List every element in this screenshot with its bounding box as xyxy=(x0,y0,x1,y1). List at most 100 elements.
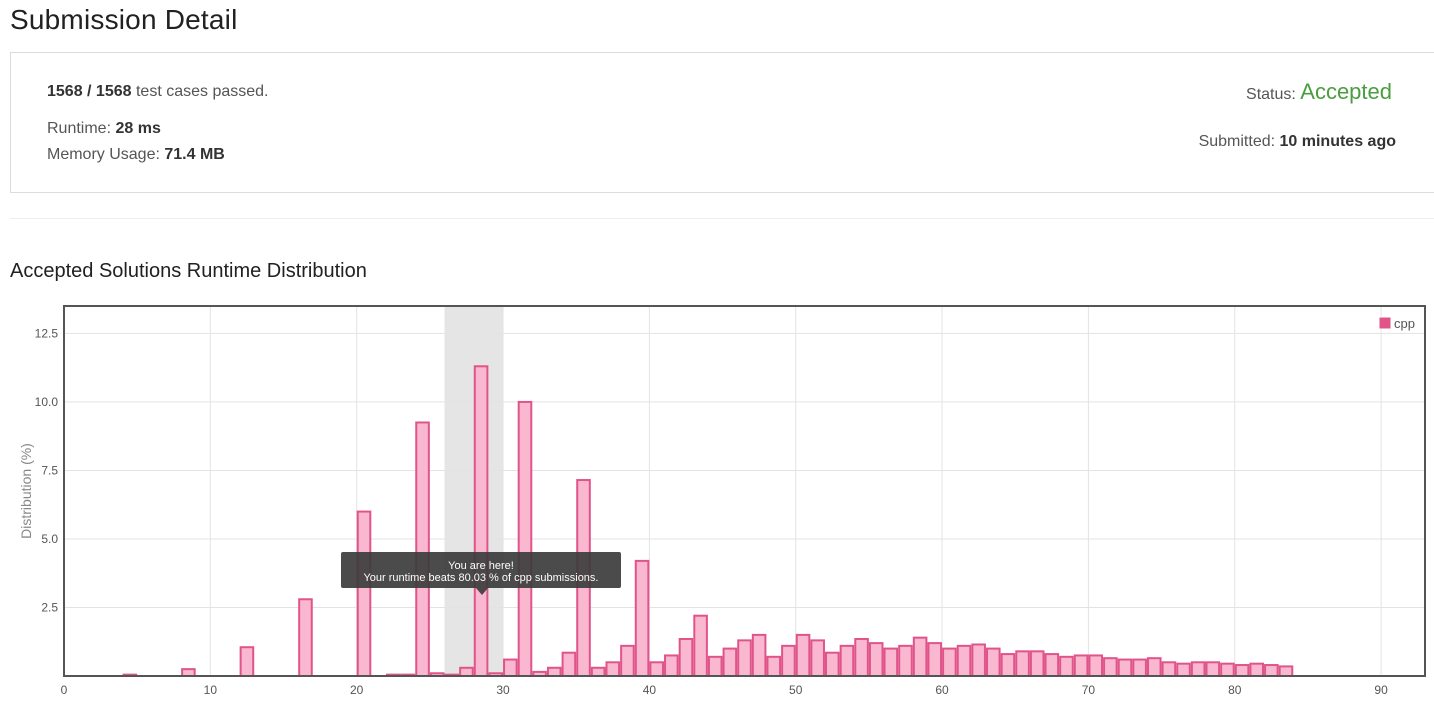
submitted-label: Submitted: xyxy=(1198,133,1280,150)
histogram-bar[interactable] xyxy=(590,666,606,677)
x-tick-label: 50 xyxy=(789,683,803,697)
histogram-bar[interactable] xyxy=(678,638,694,677)
histogram-bar[interactable] xyxy=(356,510,372,677)
histogram-bar[interactable] xyxy=(839,644,855,677)
status-row: Status: Accepted xyxy=(1246,79,1392,105)
histogram-bar[interactable] xyxy=(825,651,840,678)
histogram-bar[interactable] xyxy=(1220,662,1235,677)
histogram-bar[interactable] xyxy=(517,400,533,677)
legend-swatch xyxy=(1378,316,1392,330)
histogram-bar[interactable] xyxy=(1161,661,1177,677)
histogram-bar[interactable] xyxy=(503,658,518,677)
histogram-bar[interactable] xyxy=(1249,662,1264,677)
submitted-value: 10 minutes ago xyxy=(1279,133,1396,150)
histogram-bar[interactable] xyxy=(239,646,255,678)
runtime-distribution-chart[interactable]: 0 10 20 30 40 50 60 70 80 90 2.5 5.0 7.5 10.0 12.5 Dist… xyxy=(0,296,1434,708)
histogram-bar[interactable] xyxy=(781,644,796,677)
histogram-bar[interactable] xyxy=(561,651,577,678)
x-tick-label: 90 xyxy=(1374,683,1388,697)
histogram-bar[interactable] xyxy=(1132,658,1147,677)
x-tick-label: 30 xyxy=(496,683,510,697)
histogram-bar[interactable] xyxy=(620,644,635,677)
plot-frame xyxy=(63,305,1426,677)
histogram-bar[interactable] xyxy=(459,666,474,677)
histogram-bar[interactable] xyxy=(1176,662,1191,677)
legend-label[interactable]: cpp xyxy=(1394,316,1415,331)
runtime-tooltip: You are here! Your runtime beats 80.03 %… xyxy=(341,552,621,588)
tooltip-pointer-icon xyxy=(476,588,488,595)
histogram-bar[interactable] xyxy=(985,647,1001,677)
test-cases-count: 1568 / 1568 xyxy=(47,83,132,100)
memory-label: Memory Usage: xyxy=(47,146,165,163)
test-cases-line: 1568 / 1568 test cases passed. xyxy=(47,83,269,101)
histogram-bar[interactable] xyxy=(1015,650,1030,678)
submission-summary: 1568 / 1568 test cases passed. Runtime: … xyxy=(10,52,1434,193)
status-label: Status: xyxy=(1246,86,1301,103)
y-tick-label: 10.0 xyxy=(35,395,59,409)
submitted-row: Submitted: 10 minutes ago xyxy=(1199,133,1396,151)
tooltip-line-2: Your runtime beats 80.03 % of cpp submis… xyxy=(363,572,599,584)
memory-value: 71.4 MB xyxy=(164,146,225,163)
x-tick-label: 60 xyxy=(935,683,949,697)
histogram-bar[interactable] xyxy=(605,661,621,677)
histogram-bar[interactable] xyxy=(693,614,708,677)
histogram-bar[interactable] xyxy=(1103,657,1118,677)
runtime-value: 28 ms xyxy=(115,120,161,137)
histogram-bar[interactable] xyxy=(298,598,313,677)
histogram-bar[interactable] xyxy=(722,647,738,677)
histogram-bar[interactable] xyxy=(649,661,664,677)
y-tick-label: 12.5 xyxy=(35,326,59,340)
histogram-bar[interactable] xyxy=(1073,654,1089,678)
runtime-label: Runtime: xyxy=(47,120,116,137)
y-tick-label: 5.0 xyxy=(41,532,58,546)
section-divider xyxy=(10,218,1434,219)
x-tick-label: 70 xyxy=(1082,683,1096,697)
y-tick-label: 2.5 xyxy=(41,600,58,614)
histogram-bar[interactable] xyxy=(927,642,943,678)
histogram-bar[interactable] xyxy=(868,642,884,678)
plot-area xyxy=(64,306,1425,676)
histogram-bar[interactable] xyxy=(1205,661,1221,677)
page-title: Submission Detail xyxy=(10,4,238,35)
x-tick-label: 0 xyxy=(61,683,68,697)
y-tick-label: 7.5 xyxy=(41,463,58,477)
histogram-bar[interactable] xyxy=(634,559,650,677)
histogram-bar[interactable] xyxy=(1044,653,1060,677)
histogram-bar[interactable] xyxy=(898,644,913,677)
histogram-bar[interactable] xyxy=(181,668,196,678)
test-cases-suffix: test cases passed. xyxy=(131,83,269,100)
histogram-bar[interactable] xyxy=(1088,654,1104,678)
histogram-bar[interactable] xyxy=(707,655,723,678)
histogram-bar[interactable] xyxy=(1146,657,1162,677)
x-tick-label: 40 xyxy=(643,683,657,697)
histogram-bar[interactable] xyxy=(415,421,430,678)
histogram-bar[interactable] xyxy=(1234,664,1250,678)
status-accepted-link[interactable]: Accepted xyxy=(1300,79,1392,104)
histogram-bar[interactable] xyxy=(810,639,825,677)
histogram-bar[interactable] xyxy=(751,633,767,677)
runtime-line: Runtime: 28 ms xyxy=(47,120,161,138)
histogram-bar[interactable] xyxy=(971,643,986,677)
histogram-bar[interactable] xyxy=(546,666,562,677)
histogram-bar[interactable] xyxy=(1264,664,1279,678)
tooltip-line-1: You are here! xyxy=(448,560,514,572)
histogram-bar[interactable] xyxy=(473,365,489,677)
histogram-bar[interactable] xyxy=(1059,655,1074,678)
histogram-bar[interactable] xyxy=(956,644,972,677)
histogram-bar[interactable] xyxy=(766,655,782,678)
histogram-bar[interactable] xyxy=(912,636,928,678)
histogram-bar[interactable] xyxy=(1278,665,1294,678)
histogram-bar[interactable] xyxy=(854,638,869,677)
x-tick-label: 20 xyxy=(350,683,364,697)
histogram-bar[interactable] xyxy=(1190,661,1206,677)
histogram-bar[interactable] xyxy=(1117,658,1133,677)
histogram-bar[interactable] xyxy=(664,654,679,678)
histogram-bar[interactable] xyxy=(1029,650,1045,678)
histogram-bar[interactable] xyxy=(737,639,752,677)
y-axis-label: Distribution (%) xyxy=(18,443,34,539)
histogram-bar[interactable] xyxy=(795,633,811,677)
histogram-bar[interactable] xyxy=(1000,653,1016,677)
histogram-bar[interactable] xyxy=(942,647,957,677)
histogram-bar[interactable] xyxy=(883,647,899,677)
memory-line: Memory Usage: 71.4 MB xyxy=(47,146,225,164)
